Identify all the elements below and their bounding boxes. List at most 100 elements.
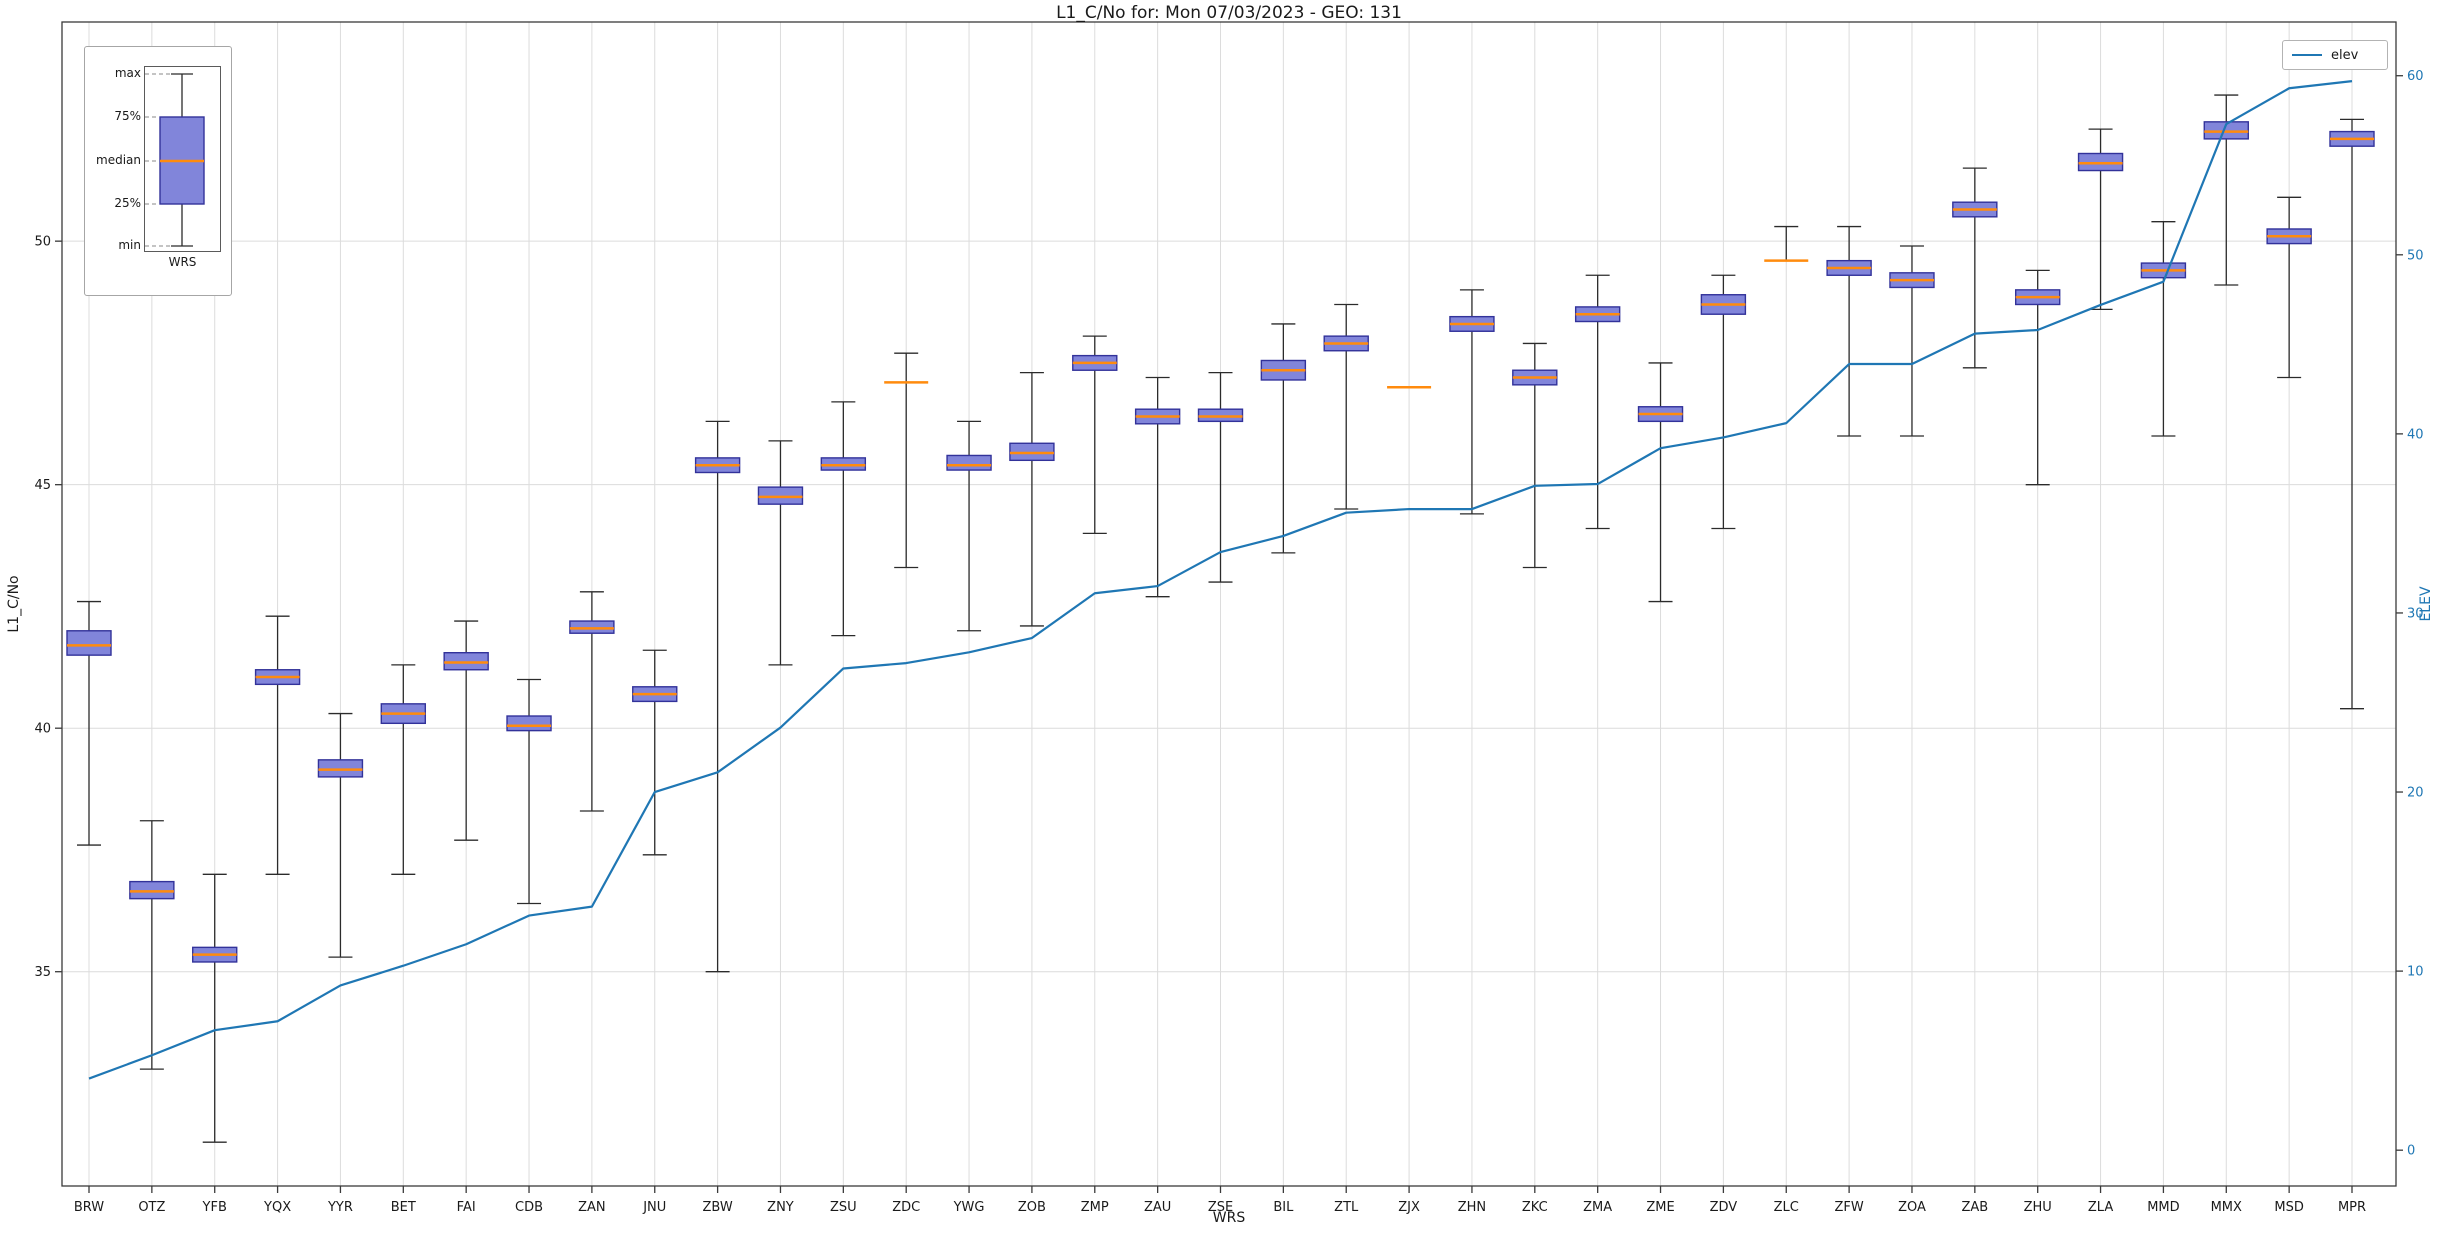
boxplot-MMD: [2140, 221, 2187, 437]
inset-label-75pct: 75%: [114, 109, 141, 123]
x-tick-label-ZOA: ZOA: [1898, 1200, 1926, 1215]
axes-spines: [61, 21, 2397, 1187]
x-tick-label-ZDV: ZDV: [1710, 1200, 1738, 1215]
boxplot-JNU: [632, 649, 678, 856]
boxplot-MMX: [2203, 94, 2249, 286]
boxplot-BIL: [1260, 323, 1307, 554]
x-tick-label-ZMA: ZMA: [1583, 1200, 1612, 1215]
x-tick-label-MMX: MMX: [2211, 1200, 2242, 1215]
x-tick-label-JNU: JNU: [642, 1200, 666, 1215]
y-tick-label-left-35: 35: [34, 965, 51, 980]
x-tick-label-ZAU: ZAU: [1144, 1200, 1171, 1215]
grid: [62, 22, 2396, 1186]
inset-label-min: min: [118, 238, 141, 252]
boxplot-key-inset: max 75% median 25% min WRS: [84, 46, 232, 296]
x-tick-label-ZSE: ZSE: [1208, 1200, 1233, 1215]
x-tick-label-ZSU: ZSU: [830, 1200, 857, 1215]
boxplot-ZSE: [1197, 372, 1244, 583]
y-tick-label-left-40: 40: [34, 722, 51, 737]
inset-label-median: median: [96, 153, 141, 167]
x-tick-label-ZME: ZME: [1646, 1200, 1674, 1215]
inset-xlabel: WRS: [168, 255, 197, 269]
boxplot-ZAU: [1134, 376, 1181, 598]
x-tick-label-ZFW: ZFW: [1834, 1200, 1863, 1215]
boxplot-ZME: [1637, 362, 1684, 603]
boxplot-YYR: [317, 712, 364, 958]
y-tick-label-left-45: 45: [34, 478, 51, 493]
boxplot-ZSU: [820, 401, 867, 637]
boxplot-ZAN: [569, 591, 615, 812]
x-tick-label-ZMP: ZMP: [1081, 1200, 1109, 1215]
x-tick-label-ZAN: ZAN: [578, 1200, 606, 1215]
axis-ticks: 35 40 45 50 0 10 20 30 40 50 60 BRW OTZ YFB YQX YYR BET F…: [34, 69, 2423, 1215]
boxplot-MSD: [2266, 196, 2312, 379]
x-tick-label-ZTL: ZTL: [1334, 1200, 1359, 1215]
y-tick-label-right-40: 40: [2407, 427, 2424, 442]
x-tick-label-MMD: MMD: [2147, 1200, 2179, 1215]
x-tick-label-YWG: YWG: [953, 1200, 985, 1215]
boxplot-ZLA: [2077, 128, 2124, 310]
boxplot-ZBW: [694, 420, 741, 973]
boxplot-ZOB: [1009, 372, 1055, 627]
boxplot-BRW: [66, 600, 112, 846]
y-tick-label-right-0: 0: [2407, 1144, 2415, 1159]
inset-mini-axes: [144, 66, 221, 252]
inset-label-max: max: [114, 66, 141, 80]
legend: elev: [2282, 40, 2388, 70]
boxplots: [66, 94, 2375, 1143]
x-tick-label-ZLA: ZLA: [2088, 1200, 2113, 1215]
inset-label-25pct: 25%: [114, 196, 141, 210]
iqr-box: [946, 454, 992, 471]
x-tick-label-YYR: YYR: [327, 1200, 353, 1215]
boxplot-ZKC: [1512, 342, 1558, 569]
boxplot-ZHU: [2014, 269, 2061, 486]
x-tick-label-YFB: YFB: [202, 1200, 227, 1215]
x-tick-label-MSD: MSD: [2274, 1200, 2303, 1215]
x-tick-label-BRW: BRW: [74, 1200, 104, 1215]
boxplot-ZOA: [1889, 245, 1935, 437]
boxplot-ZTL: [1323, 303, 1369, 510]
boxplot-ZAB: [1952, 167, 1998, 369]
boxplot-FAI: [443, 620, 489, 841]
legend-elev-label: elev: [2331, 47, 2359, 63]
x-tick-label-ZBW: ZBW: [703, 1200, 733, 1215]
chart-title: L1_C/No for: Mon 07/03/2023 - GEO: 131: [1056, 3, 1402, 23]
x-tick-label-ZNY: ZNY: [767, 1200, 794, 1215]
boxplot-ZMA: [1574, 274, 1621, 530]
y-tick-label-right-20: 20: [2407, 786, 2424, 801]
boxplot-YFB: [192, 873, 238, 1143]
boxplot-ZFW: [1826, 225, 1872, 437]
x-tick-label-ZDC: ZDC: [892, 1200, 920, 1215]
boxplot-ZLC: [1764, 225, 1809, 262]
boxplot-CDB: [506, 678, 552, 905]
x-tick-label-YQX: YQX: [263, 1200, 291, 1215]
x-tick-label-ZAB: ZAB: [1961, 1200, 1988, 1215]
y-axis-label-right: ELEV: [2418, 586, 2434, 622]
x-tick-label-ZOB: ZOB: [1018, 1200, 1046, 1215]
boxplot-OTZ: [129, 820, 175, 1070]
x-tick-label-ZLC: ZLC: [1774, 1200, 1799, 1215]
y-tick-label-right-10: 10: [2407, 965, 2424, 980]
y-tick-label-left-50: 50: [34, 235, 51, 250]
boxplot-ZMP: [1072, 335, 1118, 535]
elev-line-swatch-icon: [2292, 54, 2322, 56]
iqr-box: [66, 630, 112, 656]
y-axis-label-left: L1_C/No: [6, 575, 22, 633]
y-tick-label-right-30: 30: [2407, 606, 2424, 621]
x-tick-label-BIL: BIL: [1273, 1200, 1294, 1215]
x-tick-label-FAI: FAI: [457, 1200, 476, 1215]
boxplot-ZHN: [1449, 289, 1495, 515]
inset-mini-boxplot: [145, 73, 205, 247]
x-tick-label-ZHU: ZHU: [2024, 1200, 2052, 1215]
boxplot-MPR: [2329, 118, 2375, 710]
x-tick-label-ZJX: ZJX: [1398, 1200, 1420, 1215]
boxplot-YWG: [946, 420, 992, 632]
x-tick-label-MPR: MPR: [2338, 1200, 2366, 1215]
iqr-box: [506, 715, 552, 732]
y-tick-label-right-50: 50: [2407, 248, 2424, 263]
x-tick-label-ZHN: ZHN: [1458, 1200, 1486, 1215]
x-tick-label-CDB: CDB: [515, 1200, 543, 1215]
x-axis-label: WRS: [1212, 1210, 1246, 1226]
